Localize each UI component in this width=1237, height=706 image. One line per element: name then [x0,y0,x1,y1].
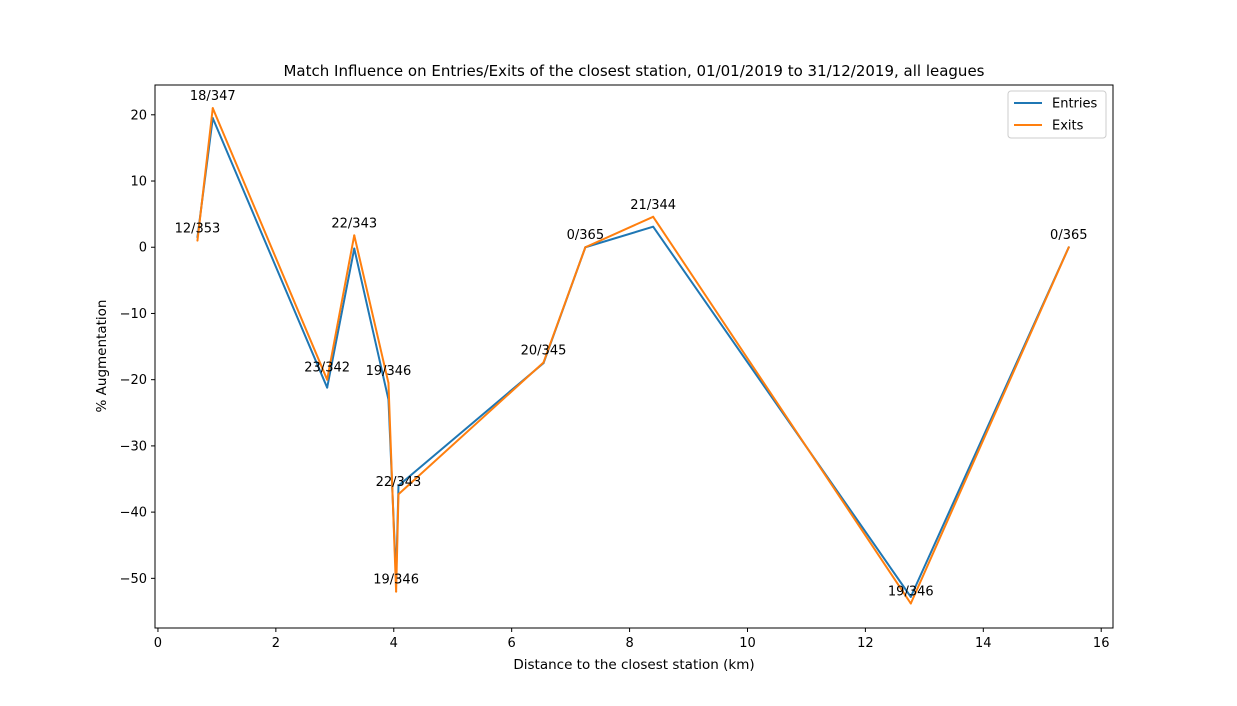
data-point-entries [909,595,912,598]
data-point-entries [353,247,356,250]
x-tick-label: 10 [739,636,756,651]
annotation-label: 19/346 [888,584,934,599]
data-point-entries [326,386,329,389]
chart-title: Match Influence on Entries/Exits of the … [283,62,984,80]
y-tick-label: −40 [120,506,147,521]
annotation-label: 23/342 [304,361,350,376]
annotation-label: 18/347 [190,89,236,104]
y-tick-label: 0 [139,241,147,256]
data-point-exits [326,378,329,381]
annotation-label: 0/365 [1050,228,1087,243]
annotation-label: 0/365 [567,228,604,243]
legend-label-exits: Exits [1052,119,1084,134]
y-tick-label: 20 [130,108,147,123]
annotation-label: 19/346 [366,364,412,379]
y-tick-label: −10 [120,307,147,322]
data-point-exits [909,602,912,605]
y-axis-label: % Augmentation [94,300,110,413]
data-point-entries [397,484,400,487]
y-tick-label: 10 [130,175,147,190]
x-axis-label: Distance to the closest station (km) [513,657,754,673]
x-tick-label: 8 [625,636,633,651]
data-point-exits [387,381,390,384]
legend: Entries Exits [1007,90,1107,139]
x-tick-label: 16 [1093,636,1110,651]
x-tick-label: 6 [508,636,516,651]
data-point-exits [395,590,398,593]
annotation-label: 12/353 [175,222,221,237]
point-annotations: 12/353 18/347 23/342 22/343 19/346 19/346 22/3… [175,89,1088,599]
x-axis: 0 2 4 6 8 10 12 14 16 [154,628,1110,651]
data-point-exits [1067,246,1070,249]
data-point-entries [652,225,655,228]
x-tick-label: 0 [154,636,162,651]
y-tick-label: −30 [120,439,147,454]
annotation-label: 22/343 [376,475,422,490]
data-point-exits [397,493,400,496]
y-tick-label: −20 [120,373,147,388]
annotation-label: 19/346 [373,573,419,588]
x-tick-label: 2 [272,636,280,651]
y-tick-label: −50 [120,572,147,587]
data-point-exits [353,234,356,237]
x-tick-label: 4 [390,636,398,651]
x-tick-label: 12 [857,636,874,651]
x-tick-label: 14 [975,636,992,651]
annotation-label: 21/344 [630,198,676,213]
annotation-label: 22/343 [331,216,377,231]
data-point-exits [211,107,214,110]
series-exits [196,107,1070,605]
annotation-label: 20/345 [521,343,567,358]
data-point-exits [652,215,655,218]
data-point-exits [196,239,199,242]
plot-area [196,107,1070,605]
legend-label-entries: Entries [1052,97,1098,112]
series-line-exits [196,107,1070,605]
y-axis: 20 10 0 −10 −20 −30 −40 −50 [120,108,155,587]
axes-frame [154,84,1114,629]
data-point-exits [542,361,545,364]
data-point-exits [584,246,587,249]
